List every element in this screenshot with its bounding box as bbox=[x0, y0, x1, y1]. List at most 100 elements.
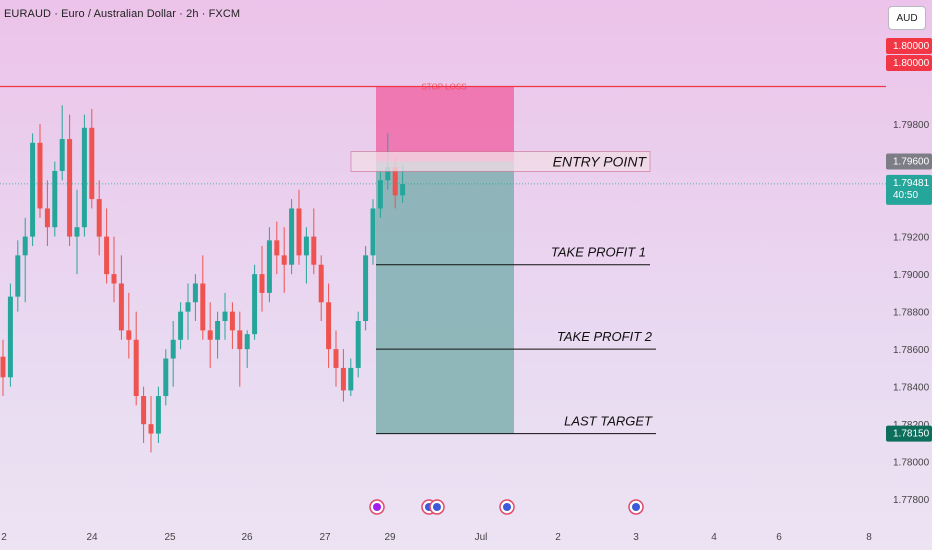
candle-body bbox=[118, 283, 124, 331]
time-tick: 2 bbox=[1, 532, 7, 543]
current-price-badge bbox=[886, 174, 932, 205]
candle-body bbox=[400, 184, 406, 196]
entry-badge-text: 1.79600 bbox=[893, 157, 930, 168]
profit-zone bbox=[376, 161, 514, 434]
candle-body bbox=[274, 240, 280, 256]
time-tick: 24 bbox=[86, 532, 98, 543]
candle-body bbox=[229, 311, 235, 331]
candle-body bbox=[37, 142, 43, 209]
candle-body bbox=[252, 274, 258, 335]
candle-body bbox=[111, 274, 117, 284]
candle-body bbox=[259, 274, 265, 293]
price-tick: 1.79000 bbox=[893, 270, 930, 281]
candle-body bbox=[133, 339, 139, 397]
time-tick: 2 bbox=[555, 532, 561, 543]
time-tick: 8 bbox=[866, 532, 872, 543]
candle-body bbox=[318, 264, 324, 303]
entry-label: ENTRY POINT bbox=[553, 154, 648, 170]
candle-body bbox=[392, 167, 398, 196]
candle-body bbox=[326, 302, 332, 350]
candle-body bbox=[7, 296, 13, 378]
candle-body bbox=[74, 227, 80, 237]
candle-body bbox=[67, 139, 73, 237]
time-tick: Jul bbox=[475, 532, 488, 543]
candle-body bbox=[281, 255, 287, 265]
candle-body bbox=[15, 255, 21, 297]
event-markers bbox=[369, 499, 644, 515]
current-price-badge-text: 40:50 bbox=[893, 190, 918, 201]
candle-body bbox=[22, 236, 28, 256]
candle-body bbox=[296, 208, 302, 256]
time-tick: 4 bbox=[711, 532, 717, 543]
position-zones bbox=[376, 86, 514, 434]
time-tick: 29 bbox=[384, 532, 396, 543]
stop-loss-zone bbox=[376, 86, 514, 162]
candle-body bbox=[333, 349, 339, 368]
candle-body bbox=[207, 330, 213, 340]
currency-button[interactable]: AUD bbox=[888, 6, 926, 30]
candle-body bbox=[155, 396, 161, 434]
candle-body bbox=[52, 170, 58, 228]
candle-body bbox=[163, 358, 169, 397]
flag-icon-dot bbox=[503, 503, 511, 511]
candle-body bbox=[311, 236, 317, 265]
candle-body bbox=[289, 208, 295, 265]
stop-badge bbox=[886, 55, 932, 71]
price-tick: 1.78000 bbox=[893, 458, 930, 469]
price-tick: 1.78400 bbox=[893, 383, 930, 394]
levels: STOP LOSS ENTRY POINT TAKE PROFIT 1 TAKE PR… bbox=[0, 83, 886, 435]
candle-body bbox=[385, 167, 391, 181]
candle-body bbox=[178, 311, 184, 340]
candle-body bbox=[170, 339, 176, 359]
take-profit-1-label: TAKE PROFIT 1 bbox=[551, 245, 646, 260]
candle-body bbox=[126, 330, 132, 340]
stop-badge-text: 1.80000 bbox=[893, 58, 930, 69]
candle-body bbox=[363, 255, 369, 322]
target-badge bbox=[886, 425, 932, 442]
last-target-label: LAST TARGET bbox=[564, 414, 653, 429]
candle-body bbox=[377, 180, 383, 209]
candle-body bbox=[0, 356, 6, 378]
target-badge-text: 1.78150 bbox=[893, 429, 930, 440]
lightning-icon-dot bbox=[373, 503, 381, 511]
time-tick: 26 bbox=[241, 532, 253, 543]
stop-loss-label: STOP LOSS bbox=[421, 83, 466, 92]
time-tick: 27 bbox=[319, 532, 331, 543]
candle-body bbox=[185, 302, 191, 312]
candle-body bbox=[348, 367, 354, 391]
take-profit-2-label: TAKE PROFIT 2 bbox=[557, 329, 653, 344]
price-tick: 1.79200 bbox=[893, 233, 930, 244]
candle-body bbox=[81, 127, 87, 228]
candle-body bbox=[30, 142, 36, 237]
time-axis: 2 24 25 26 27 29 Jul 2 3 4 6 8 bbox=[1, 532, 872, 543]
candle-body bbox=[141, 396, 147, 425]
candle-body bbox=[215, 321, 221, 340]
current-price-badge-text: 1.79481 bbox=[893, 178, 930, 189]
candle-body bbox=[148, 424, 154, 434]
candle-body bbox=[192, 283, 198, 303]
stop-badge-top-text: 1.80000 bbox=[893, 41, 930, 52]
chart-title: EURAUD · Euro / Australian Dollar · 2h ·… bbox=[4, 8, 241, 20]
time-tick: 6 bbox=[776, 532, 782, 543]
entry-badge bbox=[886, 153, 932, 170]
candle-body bbox=[89, 127, 95, 200]
flag-icon-dot bbox=[632, 503, 640, 511]
candle-body bbox=[370, 208, 376, 256]
candle-body bbox=[237, 330, 243, 350]
candle-body bbox=[44, 208, 50, 228]
time-tick: 25 bbox=[164, 532, 176, 543]
entry-box bbox=[350, 151, 651, 172]
price-tick: 1.77800 bbox=[893, 495, 930, 506]
candle-body bbox=[266, 240, 272, 293]
time-tick: 3 bbox=[633, 532, 639, 543]
candle-body bbox=[303, 236, 309, 256]
price-tick: 1.78600 bbox=[893, 345, 930, 356]
candle-body bbox=[104, 236, 110, 275]
candle-body bbox=[222, 311, 228, 322]
stop-badge-top bbox=[886, 38, 932, 54]
candle-body bbox=[200, 283, 206, 331]
price-tick: 1.78800 bbox=[893, 308, 930, 319]
